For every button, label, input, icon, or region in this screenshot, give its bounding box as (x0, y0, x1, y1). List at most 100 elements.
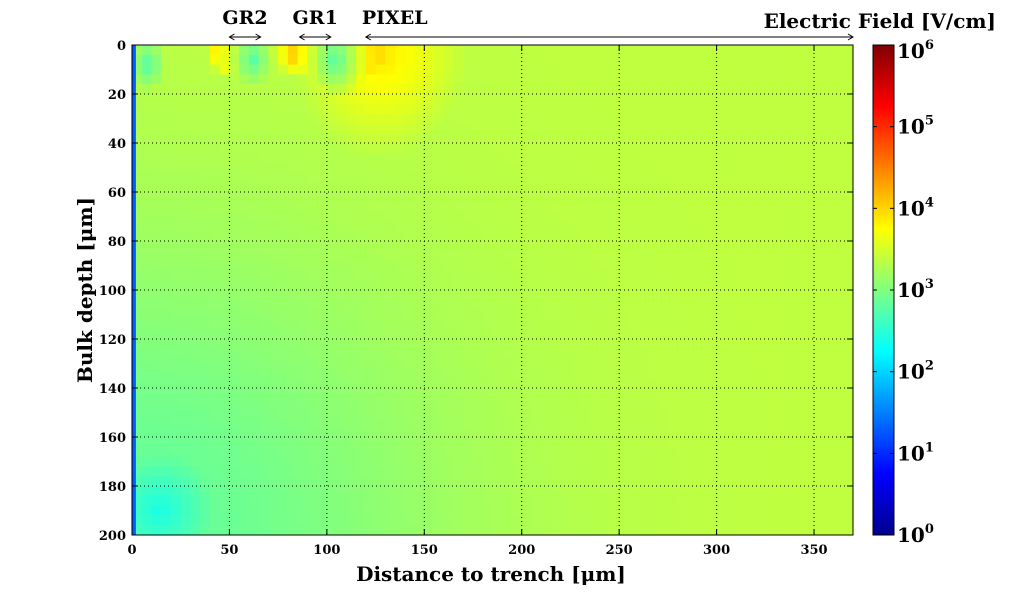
heatmap-cell (706, 407, 718, 418)
heatmap-cell (404, 397, 416, 409)
heatmap-cell (560, 152, 572, 164)
heatmap-cell (736, 54, 747, 66)
heatmap-cell (697, 427, 708, 438)
heatmap-cell (560, 280, 572, 291)
heatmap-cell (765, 427, 776, 438)
heatmap-cell (599, 515, 611, 526)
heatmap-cell (843, 182, 853, 193)
heatmap-cell (541, 143, 552, 154)
heatmap-cell (219, 113, 231, 124)
heatmap-cell (667, 133, 679, 144)
heatmap-cell (706, 231, 718, 242)
heatmap-cell (726, 54, 737, 66)
heatmap-cell (589, 182, 601, 193)
heatmap-cell (404, 182, 416, 193)
heatmap-cell (502, 270, 513, 281)
heatmap-cell (404, 143, 416, 154)
heatmap-cell (375, 192, 386, 203)
heatmap-cell (794, 113, 805, 124)
heatmap-cell (404, 54, 416, 66)
heatmap-cell (745, 339, 757, 350)
heatmap-cell (794, 407, 805, 418)
heatmap-cell (794, 495, 805, 507)
heatmap-cell (278, 525, 289, 535)
heatmap-cell (268, 133, 279, 144)
heatmap-cell (336, 280, 347, 291)
heatmap-cell (219, 172, 231, 183)
heatmap-cell (550, 486, 562, 497)
heatmap-cell (278, 378, 289, 389)
heatmap-cell (307, 250, 318, 262)
heatmap-cell (667, 329, 679, 340)
heatmap-cell (823, 515, 835, 526)
heatmap-cell (502, 505, 513, 516)
heatmap-cell (141, 260, 153, 271)
heatmap-cell (414, 388, 425, 399)
heatmap-cell (628, 45, 640, 56)
heatmap-cell (209, 172, 221, 183)
heatmap-cell (395, 319, 406, 330)
heatmap-cell (628, 348, 640, 360)
heatmap-cell (375, 162, 386, 173)
heatmap-cell (161, 476, 172, 487)
heatmap-cell (794, 319, 805, 330)
heatmap-cell (443, 84, 455, 95)
heatmap-cell (492, 133, 503, 144)
heatmap-cell (307, 152, 318, 164)
heatmap-cell (775, 250, 786, 262)
heatmap-cell (804, 407, 815, 418)
heatmap-cell (258, 309, 269, 320)
heatmap-cell (180, 152, 192, 164)
heatmap-cell (141, 397, 153, 409)
heatmap-cell (648, 280, 659, 291)
heatmap-cell (229, 290, 240, 301)
heatmap-cell (804, 123, 815, 134)
heatmap-cell (814, 103, 825, 115)
heatmap-cell (580, 84, 591, 95)
heatmap-cell (395, 417, 406, 428)
heatmap-cell (550, 525, 562, 535)
heatmap-cell (492, 54, 503, 66)
heatmap-cell (716, 45, 727, 56)
heatmap-cell (560, 182, 572, 193)
heatmap-cell (511, 495, 523, 507)
heatmap-cell (414, 407, 425, 418)
heatmap-cell (521, 495, 533, 507)
heatmap-cell (706, 270, 718, 281)
heatmap-cell (687, 182, 698, 193)
heatmap-cell (550, 368, 562, 379)
heatmap-cell (667, 339, 679, 350)
heatmap-cell (599, 54, 611, 66)
heatmap-cell (814, 74, 825, 85)
heatmap-cell (736, 319, 747, 330)
heatmap-cell (521, 505, 533, 516)
heatmap-cell (170, 417, 182, 428)
heatmap-cell (589, 94, 601, 105)
heatmap-cell (473, 64, 484, 75)
heatmap-cell (609, 201, 620, 213)
heatmap-cell (599, 241, 611, 252)
heatmap-cell (375, 211, 386, 222)
heatmap-cell (434, 84, 445, 95)
heatmap-cell (297, 515, 308, 526)
heatmap-cell (356, 339, 367, 350)
heatmap-cell (677, 221, 688, 232)
heatmap-cell (736, 172, 747, 183)
heatmap-cell (473, 515, 484, 526)
heatmap-cell (521, 201, 533, 213)
heatmap-cell (404, 123, 416, 134)
heatmap-cell (814, 84, 825, 95)
heatmap-cell (736, 476, 747, 487)
heatmap-cell (784, 525, 796, 535)
heatmap-cell (697, 290, 708, 301)
heatmap-cell (677, 211, 688, 222)
heatmap-cell (326, 192, 338, 203)
heatmap-cell (443, 64, 455, 75)
heatmap-cell (619, 113, 630, 124)
heatmap-cell (697, 45, 708, 56)
heatmap-cell (132, 45, 143, 56)
heatmap-cell (677, 505, 688, 516)
heatmap-cell (492, 407, 503, 418)
heatmap-cell (667, 143, 679, 154)
